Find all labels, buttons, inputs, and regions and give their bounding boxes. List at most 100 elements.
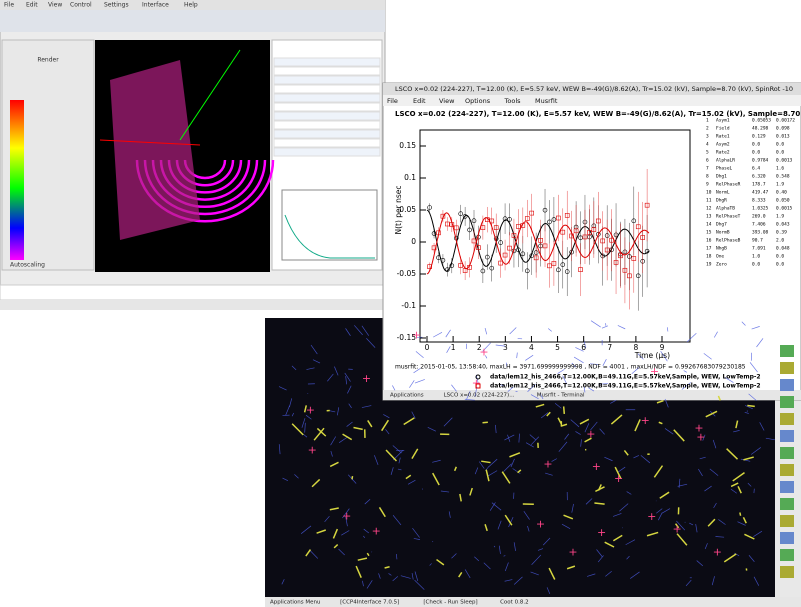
water: +	[372, 525, 381, 538]
tool-icon	[780, 413, 794, 425]
param-cell: 0.0	[752, 262, 760, 268]
param-cell: 2	[706, 126, 709, 132]
water: +	[306, 404, 315, 417]
taskbar-item: Musrfit - Terminal	[537, 393, 585, 399]
tool-icon	[780, 447, 794, 459]
water: +	[672, 522, 681, 535]
legend-entry: data/lem12_his_2466,T=12.00K,B=49.11G,E=…	[490, 374, 761, 381]
param-cell: 1.0	[752, 254, 760, 260]
plot-title: LSCO x=0.02 (224-227), T=12.00 (K), E=5.…	[395, 110, 801, 118]
param-cell: 419.47	[752, 190, 769, 196]
param-cell: 0.9784	[752, 158, 769, 164]
water: +	[568, 545, 577, 558]
table-row	[274, 85, 380, 93]
table-row	[274, 139, 380, 147]
param-cell: 269.0	[752, 214, 766, 220]
bond	[564, 406, 565, 413]
water: +	[592, 460, 601, 473]
taskbar-item: LSCO x=0.02 (224-227)...	[444, 393, 515, 399]
x-tick-label: 1	[451, 343, 456, 352]
param-cell: AlphaLR	[716, 158, 735, 164]
param-cell: NormL	[716, 190, 730, 196]
water: +	[362, 372, 371, 385]
table-row	[274, 103, 380, 111]
tool-icon	[780, 515, 794, 527]
param-cell: 11	[706, 198, 712, 204]
menu-item: View	[439, 97, 455, 105]
param-cell: 15	[706, 230, 712, 236]
taskbar-item: Coot 0.8.2	[500, 600, 528, 606]
param-cell: 0.0	[752, 150, 760, 156]
x-tick-label: 0	[425, 343, 430, 352]
tool-icon	[780, 345, 794, 357]
param-cell: 178.7	[752, 182, 766, 188]
param-cell: 1.0325	[752, 206, 769, 212]
menu-item: Help	[184, 2, 198, 9]
table-row	[274, 148, 380, 156]
param-cell: 10	[706, 190, 712, 196]
param-cell: 0.548	[776, 174, 790, 180]
water: +	[713, 545, 722, 558]
param-cell: Rate2	[716, 150, 730, 156]
y-tick-label: 0.15	[399, 141, 416, 150]
menu-item: Musrfit	[535, 97, 558, 105]
param-cell: 0.0	[776, 142, 784, 148]
table-row	[274, 76, 380, 84]
table-row	[274, 121, 380, 129]
tool-icon	[780, 379, 794, 391]
bond	[594, 503, 604, 504]
param-cell: 0.043	[776, 222, 790, 228]
menu-item: Tools	[504, 97, 522, 105]
param-cell: 4	[706, 142, 709, 148]
table-row	[274, 112, 380, 120]
param-cell: 12	[706, 206, 712, 212]
param-cell: Zero	[716, 262, 727, 268]
bond	[740, 513, 741, 516]
terminal	[0, 285, 385, 300]
y-axis-label: N(t) per nsec	[394, 185, 403, 234]
param-cell: RelPhaseB	[716, 238, 741, 244]
param-cell: 0.40	[776, 190, 787, 196]
bond	[483, 422, 488, 423]
y-tick-label: -0.05	[397, 269, 417, 278]
menu-item: File	[4, 2, 14, 9]
legend-entry: data/lem12_his_2466,T=12.00K,B=49.11G,E=…	[490, 383, 761, 390]
tool-icon	[780, 498, 794, 510]
param-cell: 7	[706, 166, 709, 172]
screenshot: FileEditViewControlSettingsInterfaceHelp…	[0, 0, 801, 607]
param-cell: 0.129	[752, 134, 766, 140]
param-cell: 6.320	[752, 174, 766, 180]
param-cell: 0.098	[776, 126, 790, 132]
window-title: LSCO x=0.02 (224-227), T=12.00 (K), E=5.…	[395, 85, 793, 93]
plot-frame	[420, 130, 690, 342]
y-tick-label: 0	[411, 237, 416, 246]
menu-item: Edit	[413, 97, 426, 105]
tool-icon	[780, 464, 794, 476]
tool-icon	[780, 532, 794, 544]
param-cell: DhgR	[716, 198, 727, 204]
param-cell: 6.4	[752, 166, 760, 172]
x-tick-label: 5	[555, 343, 560, 352]
param-cell: Asym2	[716, 142, 730, 148]
x-tick-label: 3	[503, 343, 508, 352]
param-cell: RelPhaseR	[716, 182, 741, 188]
param-cell: 0.0	[776, 150, 784, 156]
param-cell: 0.0	[776, 262, 784, 268]
param-cell: 5	[706, 150, 709, 156]
param-cell: NormB	[716, 230, 730, 236]
page: FileEditViewControlSettingsInterfaceHelp…	[0, 0, 801, 607]
table-row	[274, 94, 380, 102]
param-cell: 17	[706, 246, 712, 252]
param-cell: 7.091	[752, 246, 766, 252]
x-tick-label: 4	[529, 343, 534, 352]
taskbar-item: Applications Menu	[270, 600, 320, 606]
taskbar-item: [Check - Run Sleep]	[423, 600, 477, 606]
param-cell: Dhg1	[716, 174, 727, 180]
bond	[747, 405, 754, 406]
param-cell: 1.9	[776, 182, 784, 188]
water: +	[597, 526, 606, 539]
taskbar-item: Applications	[390, 393, 424, 399]
param-cell: Asym1	[716, 118, 730, 124]
param-cell: 13	[706, 214, 712, 220]
menu-item: Control	[70, 2, 92, 9]
